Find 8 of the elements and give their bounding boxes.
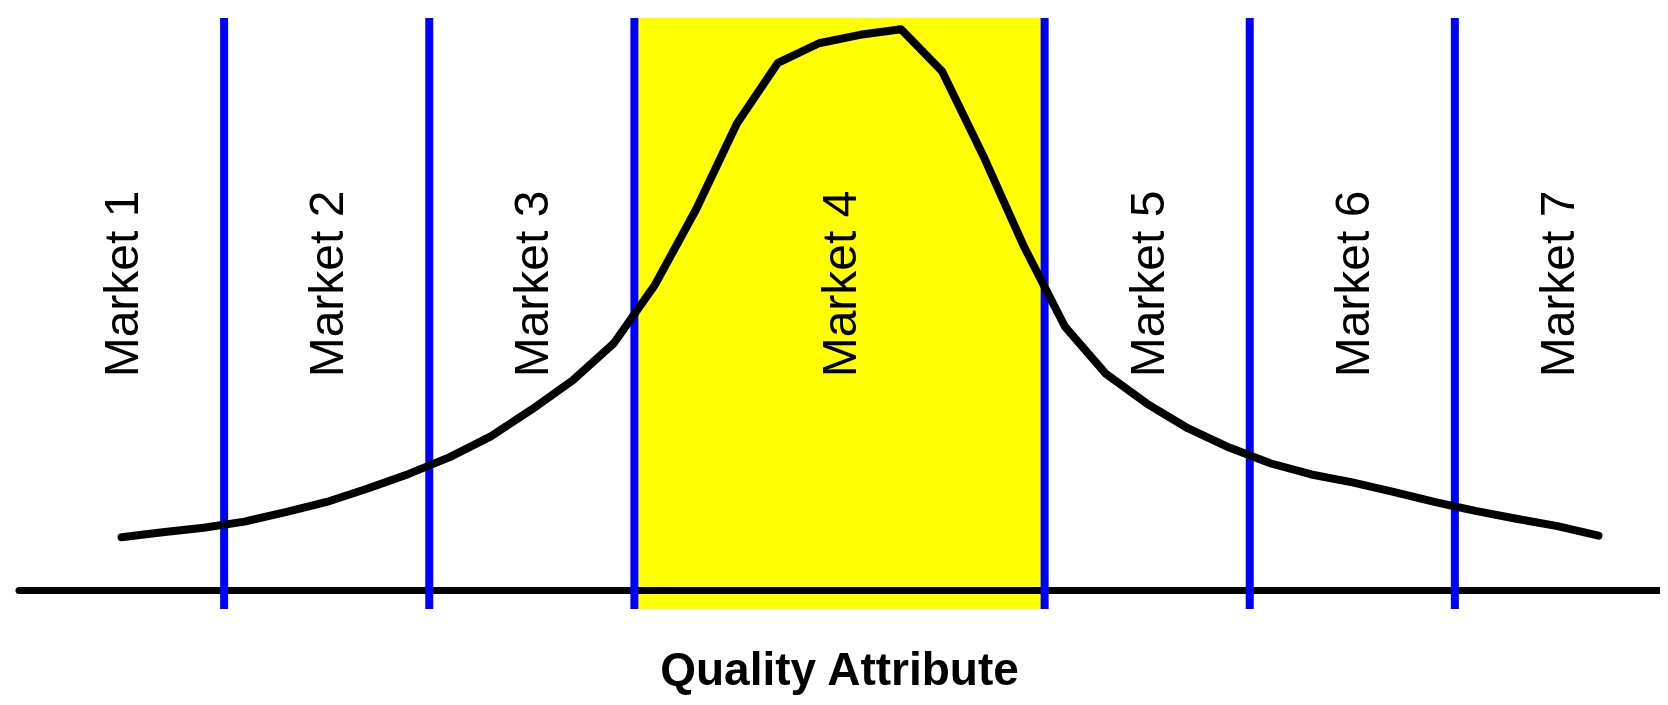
annotation: Market 6	[1325, 190, 1379, 378]
x-axis-title: Quality Attribute	[660, 643, 1019, 695]
annotation: Market 7	[1530, 190, 1584, 378]
annotation: Market 2	[300, 190, 354, 378]
annotation: Market 1	[95, 190, 149, 378]
annotation: Market 5	[1120, 190, 1174, 378]
annotation: Market 3	[505, 190, 559, 378]
annotation: Market 4	[813, 190, 866, 378]
